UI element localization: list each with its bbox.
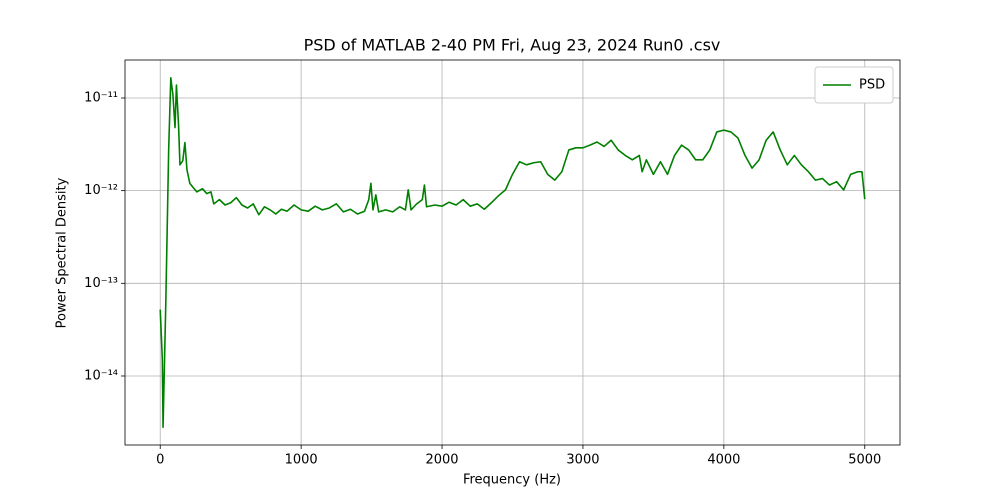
y-tick-label: 10⁻¹³ bbox=[84, 276, 118, 291]
y-tick-label: 10⁻¹² bbox=[84, 183, 118, 198]
plot-frame bbox=[124, 59, 901, 446]
x-tick-label: 3000 bbox=[566, 453, 599, 468]
x-tick-label: 0 bbox=[156, 453, 164, 468]
y-tick-label: 10⁻¹¹ bbox=[84, 90, 118, 105]
x-tick-label: 4000 bbox=[707, 453, 740, 468]
x-axis-label: Frequency (Hz) bbox=[463, 473, 561, 488]
chart-title: PSD of MATLAB 2-40 PM Fri, Aug 23, 2024 … bbox=[304, 36, 721, 55]
x-tick-label: 2000 bbox=[425, 453, 458, 468]
legend-box bbox=[814, 66, 894, 104]
data-line bbox=[159, 77, 866, 429]
legend-label: PSD bbox=[859, 78, 885, 93]
y-tick-label: 10⁻¹⁴ bbox=[84, 368, 118, 383]
x-tick-label: 1000 bbox=[285, 453, 318, 468]
y-axis-label: Power Spectral Density bbox=[55, 177, 70, 328]
x-tick-label: 5000 bbox=[848, 453, 881, 468]
